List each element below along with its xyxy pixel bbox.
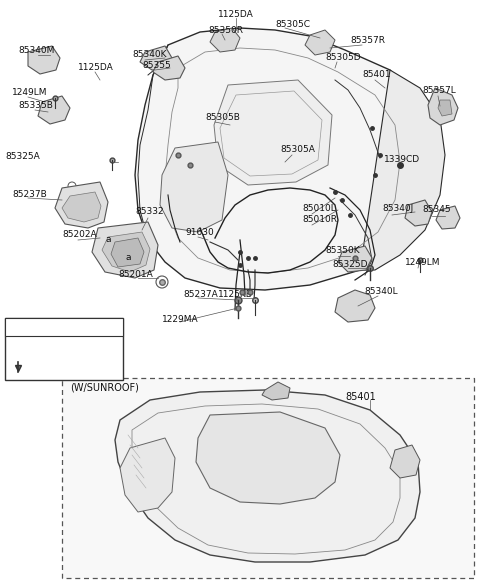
Text: 85201A: 85201A [118,270,153,279]
Text: 1229MA: 1229MA [162,315,199,324]
Polygon shape [102,232,150,272]
Text: 85345: 85345 [422,205,451,214]
Bar [5,318,123,336]
Text: 85355: 85355 [142,61,171,70]
Text: 85010R: 85010R [302,215,337,224]
Polygon shape [436,206,460,229]
Polygon shape [92,222,158,278]
Text: 85350K: 85350K [325,246,360,255]
Circle shape [148,501,156,509]
Text: 85332: 85332 [135,207,164,216]
Text: 85010L: 85010L [302,204,336,213]
Polygon shape [214,80,332,185]
Text: 85305D: 85305D [325,53,360,62]
Polygon shape [120,438,175,512]
Polygon shape [390,445,420,478]
Text: 91630: 91630 [185,228,214,237]
Polygon shape [28,46,60,74]
Text: 85401: 85401 [362,70,391,79]
Text: 1125KB: 1125KB [218,290,253,299]
Text: 85305A: 85305A [280,145,315,154]
Text: 85305B: 85305B [205,113,240,122]
Text: 85340L: 85340L [364,287,397,296]
Circle shape [265,545,275,555]
Ellipse shape [225,498,245,510]
Text: 85237A: 85237A [183,290,218,299]
Polygon shape [305,30,335,55]
Text: 85340K: 85340K [132,50,167,59]
Polygon shape [140,46,172,70]
Polygon shape [338,246,372,272]
Text: — 1229MA: — 1229MA [28,363,76,373]
Circle shape [11,343,25,357]
Polygon shape [111,238,144,267]
Text: 1249LM: 1249LM [12,88,48,97]
Polygon shape [428,88,458,125]
Text: 85401: 85401 [345,392,376,402]
Polygon shape [160,142,228,232]
Text: 1125DA: 1125DA [78,63,114,72]
Circle shape [15,347,21,353]
Circle shape [161,516,169,524]
Polygon shape [210,28,240,52]
Polygon shape [62,192,101,222]
Circle shape [146,484,154,492]
Polygon shape [405,200,432,226]
Text: 85202A: 85202A [62,230,96,239]
Polygon shape [335,290,375,322]
Text: 85340J: 85340J [382,204,413,213]
Text: 85325D: 85325D [332,260,368,269]
Text: 1125DA: 1125DA [218,10,254,19]
Polygon shape [438,100,452,116]
Text: 85237B: 85237B [12,190,47,199]
Bar [62,378,474,578]
Ellipse shape [282,550,298,560]
Polygon shape [360,70,445,270]
Text: 85305C: 85305C [275,20,310,29]
Text: 85335B: 85335B [18,101,53,110]
Text: a: a [125,254,131,263]
Text: 85350R: 85350R [208,26,243,35]
Text: 85325A: 85325A [5,152,40,161]
Text: — 85235: — 85235 [28,346,69,355]
FancyBboxPatch shape [377,501,407,519]
Text: 85340M: 85340M [18,46,54,55]
Polygon shape [153,56,185,80]
Text: 85357R: 85357R [350,36,385,45]
Text: a: a [12,322,18,332]
Polygon shape [115,390,420,562]
Bar [5,318,123,380]
Text: 1339CD: 1339CD [384,155,420,164]
Text: (W/SUNROOF): (W/SUNROOF) [70,382,139,392]
Circle shape [144,466,152,474]
Text: 85357L: 85357L [422,86,456,95]
Polygon shape [135,28,432,290]
Polygon shape [262,382,290,400]
Polygon shape [55,182,108,228]
Circle shape [171,526,179,534]
Text: a: a [105,236,111,244]
Text: 1249LM: 1249LM [405,258,441,267]
Polygon shape [196,412,340,504]
Polygon shape [38,96,70,124]
